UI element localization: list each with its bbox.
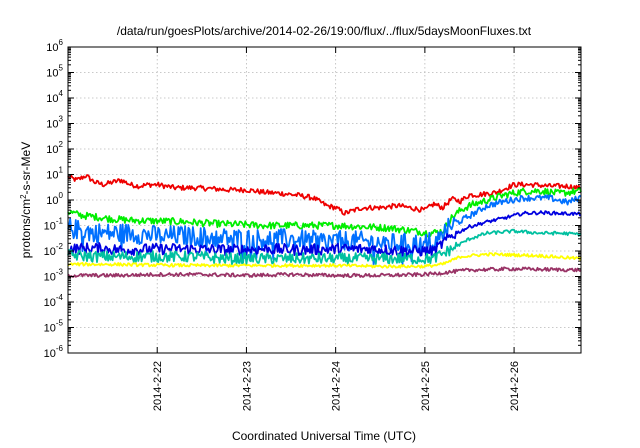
- y-tick-exp: -6: [56, 344, 64, 353]
- y-tick-exp: 5: [59, 64, 64, 73]
- y-tick-base: 10: [46, 144, 58, 156]
- x-tick-label: 2014-2-26: [509, 361, 521, 411]
- y-axis-title: protons/cm2-s-sr-MeV: [19, 142, 34, 258]
- y-tick-label: 102: [46, 140, 63, 156]
- series-line: [67, 228, 582, 266]
- y-tick-exp: -5: [56, 319, 64, 328]
- y-tick-label: 10-5: [44, 319, 64, 335]
- y-tick-base: 10: [46, 195, 58, 207]
- y-tick-exp: 0: [59, 191, 64, 200]
- series-line: [67, 266, 582, 278]
- y-tick-exp: -4: [56, 293, 64, 302]
- y-tick-label: 100: [46, 191, 63, 207]
- axis-ticks: [68, 46, 581, 354]
- x-tick-labels: 2014-2-22 2014-2-23 2014-2-24 2014-2-25 2014…: [152, 361, 521, 411]
- y-tick-label: 10-1: [44, 217, 64, 233]
- y-tick-base: 10: [44, 297, 56, 309]
- y-tick-label: 10-4: [44, 293, 64, 309]
- series-lines: [67, 174, 582, 278]
- y-tick-base: 10: [46, 119, 58, 131]
- y-tick-base: 10: [44, 272, 56, 284]
- y-tick-label: 101: [46, 166, 63, 182]
- y-tick-label: 10-6: [44, 344, 64, 360]
- y-tick-exp: 3: [59, 115, 64, 124]
- y-tick-base: 10: [44, 221, 56, 233]
- series-line: [67, 187, 582, 238]
- y-axis-title-base: protons/cm: [19, 199, 33, 258]
- y-tick-exp: -1: [56, 217, 64, 226]
- y-tick-label: 105: [46, 64, 63, 80]
- chart-title: /data/run/goesPlots/archive/2014-02-26/1…: [117, 24, 532, 38]
- y-tick-exp: 4: [59, 89, 64, 98]
- y-tick-exp: -3: [56, 268, 64, 277]
- series-line: [67, 174, 582, 216]
- y-tick-label: 104: [46, 89, 63, 105]
- x-tick-label: 2014-2-24: [331, 361, 343, 411]
- x-tick-label: 2014-2-23: [241, 361, 253, 411]
- y-tick-exp: 2: [59, 140, 64, 149]
- y-tick-base: 10: [44, 348, 56, 360]
- y-axis-title-sup: 2: [19, 194, 28, 199]
- x-tick-label: 2014-2-22: [152, 361, 164, 411]
- y-tick-label: 10-3: [44, 268, 64, 284]
- y-tick-exp: -2: [56, 242, 64, 251]
- y-tick-labels: 10-610-510-410-310-210-11001011021031041…: [44, 38, 64, 360]
- y-tick-label: 103: [46, 115, 63, 131]
- x-tick-label: 2014-2-25: [420, 361, 432, 411]
- x-axis-title: Coordinated Universal Time (UTC): [232, 429, 416, 443]
- y-tick-exp: 6: [59, 38, 64, 47]
- y-tick-base: 10: [46, 93, 58, 105]
- y-tick-label: 106: [46, 38, 63, 54]
- series-line: [67, 194, 582, 266]
- y-tick-base: 10: [46, 42, 58, 54]
- series-line: [67, 210, 582, 258]
- y-tick-base: 10: [46, 68, 58, 80]
- y-tick-base: 10: [46, 170, 58, 182]
- series-line: [67, 252, 582, 269]
- y-tick-base: 10: [44, 246, 56, 258]
- grid-lines: [68, 47, 581, 353]
- y-axis-title-rest: -s-sr-MeV: [19, 142, 33, 195]
- y-tick-exp: 1: [59, 166, 64, 175]
- y-tick-label: 10-2: [44, 242, 64, 258]
- y-tick-base: 10: [44, 323, 56, 335]
